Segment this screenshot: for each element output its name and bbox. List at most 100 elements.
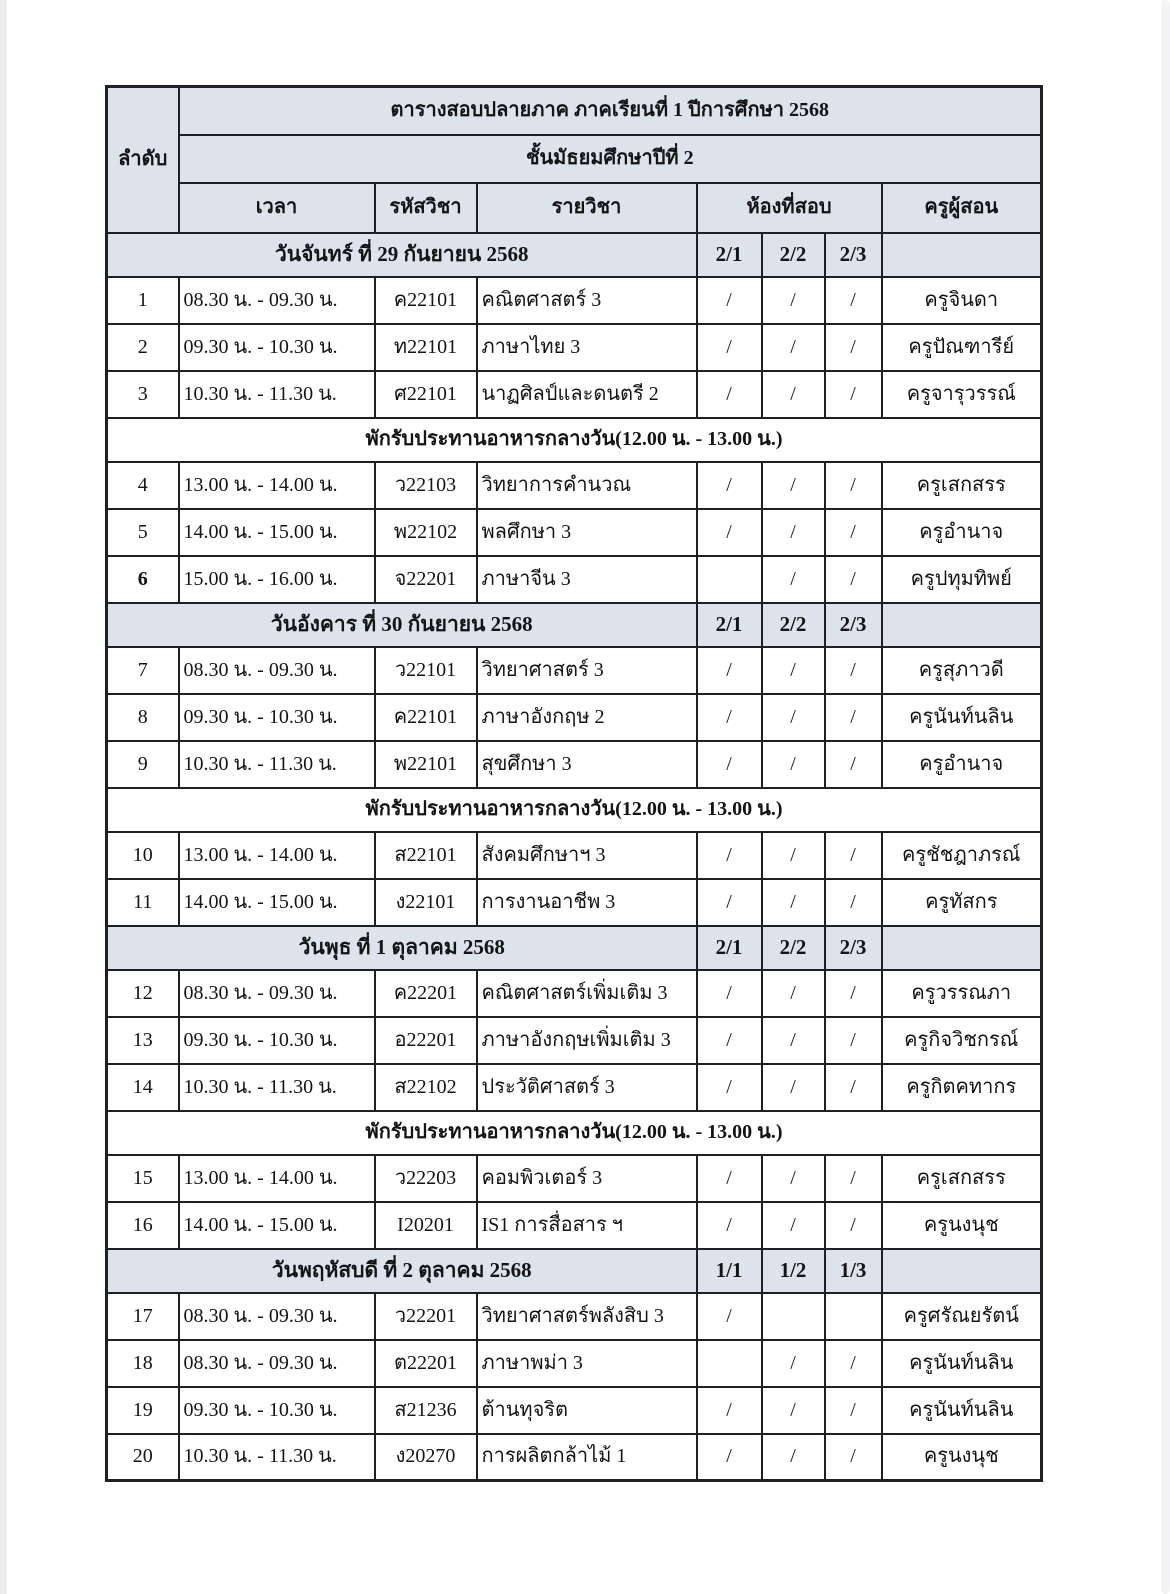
room-label: 2/1 — [695, 924, 763, 971]
subject-code-cell: ค22201 — [373, 968, 478, 1018]
exam-row: 12 08.30 น. - 09.30 น. ค22201 คณิตศาสตร์เพิ… — [105, 968, 1043, 1018]
room-mark-cell: / — [823, 1200, 883, 1250]
room-mark-cell: / — [760, 1385, 826, 1435]
room-mark-cell: / — [823, 645, 883, 695]
room-mark-cell: / — [695, 645, 763, 695]
teacher-cell: ครูนันท์นลิน — [880, 692, 1043, 742]
room-mark-cell: / — [760, 460, 826, 510]
table-title: ตารางสอบปลายภาค ภาคเรียนที่ 1 ปีการศึกษา… — [177, 85, 1043, 136]
teacher-cell: ครูอำนาจ — [880, 739, 1043, 789]
room-mark-cell: / — [823, 275, 883, 325]
room-mark-cell: / — [823, 1153, 883, 1203]
row-number-cell: 7 — [105, 645, 180, 695]
time-cell: 10.30 น. - 11.30 น. — [177, 739, 376, 789]
day-label: วันพฤหัสบดี ที่ 2 ตุลาคม 2568 — [105, 1247, 698, 1294]
room-mark-cell: / — [760, 1015, 826, 1065]
exam-row: 11 14.00 น. - 15.00 น. ง22101 การงานอาชีพ 3… — [105, 877, 1043, 927]
subject-column-header: รายวิชา — [475, 181, 698, 234]
time-cell: 14.00 น. - 15.00 น. — [177, 507, 376, 557]
time-cell: 10.30 น. - 11.30 น. — [177, 1432, 376, 1482]
exam-row: 8 09.30 น. - 10.30 น. ค22101 ภาษาอังกฤษ 2//… — [105, 692, 1043, 742]
time-cell: 14.00 น. - 15.00 น. — [177, 877, 376, 927]
room-mark-cell: / — [695, 1385, 763, 1435]
room-mark-cell: / — [760, 968, 826, 1018]
teacher-cell: ครูนันท์นลิน — [880, 1338, 1043, 1388]
room-mark-cell: / — [695, 830, 763, 880]
subject-code-cell: อ22201 — [373, 1015, 478, 1065]
subject-name-cell: IS1 การสื่อสาร ฯ — [475, 1200, 698, 1250]
exam-row: 6 15.00 น. - 16.00 น. จ22201 ภาษาจีน 3// ครู… — [105, 554, 1043, 604]
subject-name-cell: สังคมศึกษาฯ 3 — [475, 830, 698, 880]
room-label: 2/2 — [760, 924, 826, 971]
room-mark-cell: / — [760, 507, 826, 557]
teacher-cell: ครูนันท์นลิน — [880, 1385, 1043, 1435]
teacher-cell: ครูทัสกร — [880, 877, 1043, 927]
subject-name-cell: คณิตศาสตร์เพิ่มเติม 3 — [475, 968, 698, 1018]
time-cell: 13.00 น. - 14.00 น. — [177, 830, 376, 880]
time-cell: 08.30 น. - 09.30 น. — [177, 275, 376, 325]
lunch-break-row: พักรับประทานอาหารกลางวัน(12.00 น. - 13.0… — [105, 786, 1043, 833]
subject-code-cell: ง22101 — [373, 877, 478, 927]
lunch-break-row: พักรับประทานอาหารกลางวัน(12.00 น. - 13.0… — [105, 1109, 1043, 1156]
room-label: 2/2 — [760, 231, 826, 278]
room-mark-cell: / — [823, 968, 883, 1018]
page-left-edge — [0, 0, 7, 1594]
teacher-cell: ครูปทุมทิพย์ — [880, 554, 1043, 604]
room-mark-cell: / — [695, 1432, 763, 1482]
exam-room-column-header: ห้องที่สอบ — [695, 181, 883, 234]
lunch-break-label: พักรับประทานอาหารกลางวัน(12.00 น. - 13.0… — [105, 786, 1043, 833]
row-number-cell: 15 — [105, 1153, 180, 1203]
row-number-cell: 16 — [105, 1200, 180, 1250]
time-cell: 09.30 น. - 10.30 น. — [177, 322, 376, 372]
room-mark-cell — [695, 1338, 763, 1388]
exam-row: 16 14.00 น. - 15.00 น. I20201 IS1 การสื่อสา… — [105, 1200, 1043, 1250]
subject-name-cell: การผลิตกล้าไม้ 1 — [475, 1432, 698, 1482]
subject-name-cell: พลศึกษา 3 — [475, 507, 698, 557]
room-mark-cell: / — [823, 830, 883, 880]
room-label: 2/1 — [695, 601, 763, 648]
day-teacher-spacer — [880, 231, 1043, 278]
room-mark-cell: / — [823, 554, 883, 604]
room-mark-cell: / — [760, 1200, 826, 1250]
room-mark-cell: / — [823, 877, 883, 927]
room-mark-cell: / — [823, 322, 883, 372]
subject-code-cell: ค22101 — [373, 692, 478, 742]
class-level-header: ชั้นมัธยมศึกษาปีที่ 2 — [177, 133, 1043, 184]
subject-code-cell: ต22201 — [373, 1338, 478, 1388]
subject-name-cell: วิทยาการคำนวณ — [475, 460, 698, 510]
time-cell: 13.00 น. - 14.00 น. — [177, 1153, 376, 1203]
exam-row: 2 09.30 น. - 10.30 น. ท22101 ภาษาไทย 3// / คร… — [105, 322, 1043, 372]
exam-row: 9 10.30 น. - 11.30 น. พ22101 สุขศึกษา 3// / ค… — [105, 739, 1043, 789]
row-number-cell: 17 — [105, 1291, 180, 1341]
day-header-row: วันจันทร์ ที่ 29 กันยายน 2568 2/1 2/2 2/3 — [105, 231, 1043, 278]
room-label: 1/2 — [760, 1247, 826, 1294]
room-mark-cell: / — [823, 1385, 883, 1435]
row-number-cell: 10 — [105, 830, 180, 880]
day-label: วันจันทร์ ที่ 29 กันยายน 2568 — [105, 231, 698, 278]
time-cell: 09.30 น. - 10.30 น. — [177, 1015, 376, 1065]
room-mark-cell: / — [760, 322, 826, 372]
subject-code-cell: I20201 — [373, 1200, 478, 1250]
room-mark-cell: / — [760, 369, 826, 419]
day-teacher-spacer — [880, 601, 1043, 648]
room-label: 2/3 — [823, 601, 883, 648]
room-label: 2/1 — [695, 231, 763, 278]
teacher-cell: ครูกิจวิชกรณ์ — [880, 1015, 1043, 1065]
time-cell: 10.30 น. - 11.30 น. — [177, 1062, 376, 1112]
order-column-header: ลำดับ — [105, 85, 180, 234]
subject-name-cell: สุขศึกษา 3 — [475, 739, 698, 789]
scrollbar-track[interactable] — [1161, 0, 1170, 1594]
room-mark-cell: / — [695, 1015, 763, 1065]
row-number-cell: 11 — [105, 877, 180, 927]
room-mark-cell — [760, 1291, 826, 1341]
room-mark-cell: / — [695, 1291, 763, 1341]
subject-code-cell: ส22101 — [373, 830, 478, 880]
room-mark-cell: / — [695, 1153, 763, 1203]
subject-name-cell: ภาษาอังกฤษเพิ่มเติม 3 — [475, 1015, 698, 1065]
room-mark-cell: / — [823, 1432, 883, 1482]
room-mark-cell: / — [823, 1062, 883, 1112]
teacher-cell: ครูชัชฎาภรณ์ — [880, 830, 1043, 880]
teacher-cell: ครูจินดา — [880, 275, 1043, 325]
subject-name-cell: วิทยาศาสตร์พลังสิบ 3 — [475, 1291, 698, 1341]
teacher-cell: ครูปัณฑารีย์ — [880, 322, 1043, 372]
